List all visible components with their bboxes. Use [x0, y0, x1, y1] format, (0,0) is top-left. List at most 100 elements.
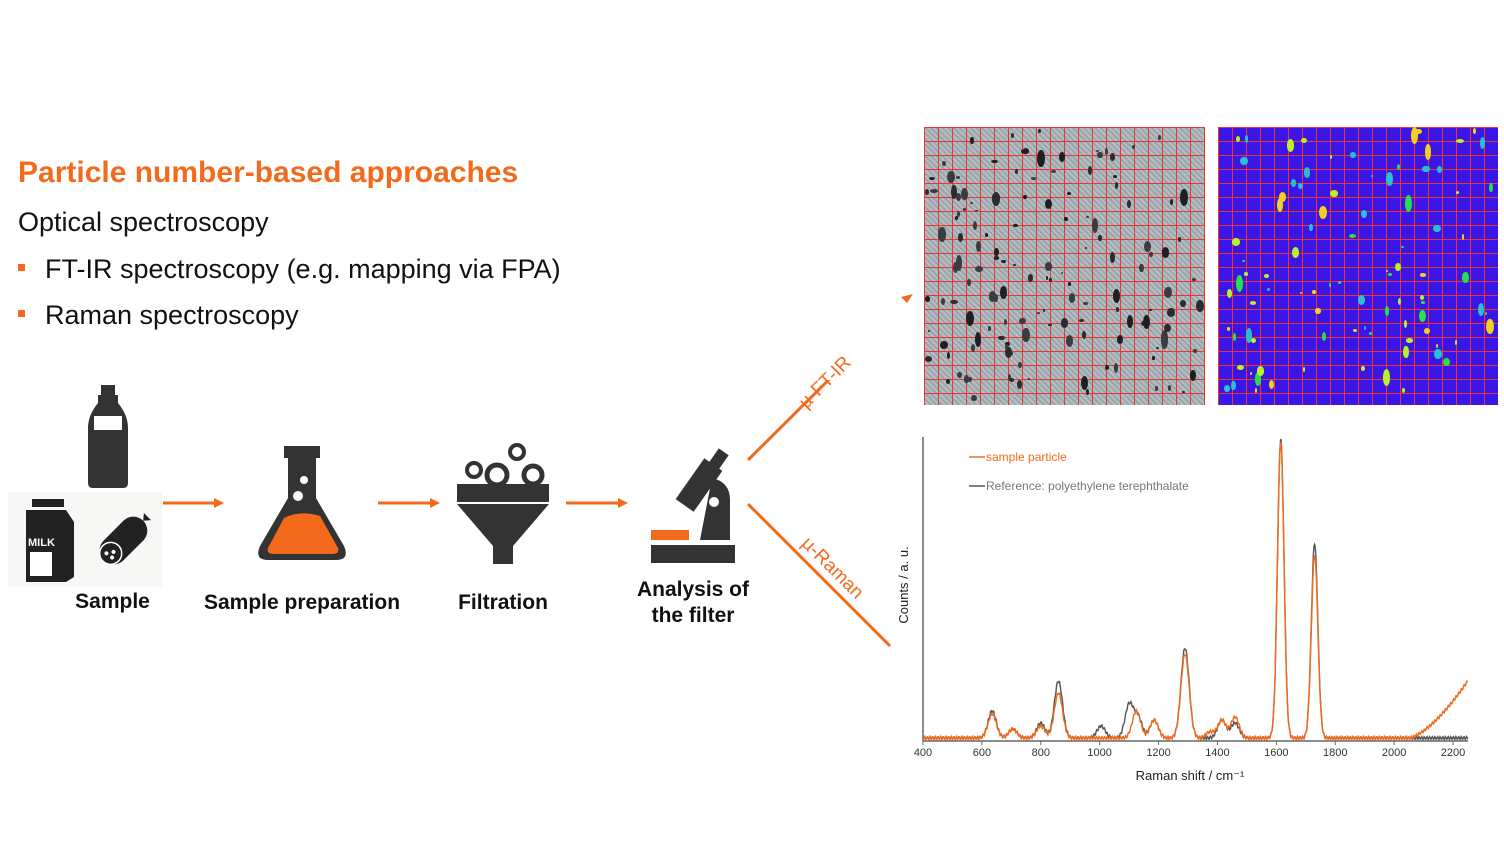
particle [1051, 169, 1057, 173]
particle [1226, 289, 1233, 298]
particle [1403, 345, 1409, 359]
step-label-filtration: Filtration [458, 591, 548, 614]
particle [1405, 338, 1413, 343]
particle [1007, 373, 1012, 381]
x-tick-label: 2200 [1441, 747, 1465, 759]
particle [1164, 324, 1171, 333]
particle [970, 343, 976, 353]
particle [1250, 301, 1257, 305]
particle [1192, 348, 1197, 354]
raman-spectrum-chart: 400 600 800 1000 1200 1400 1600 1800 2000 2200 sa… [896, 437, 1469, 783]
particle [1231, 380, 1236, 390]
particle [1085, 246, 1088, 250]
particle [1044, 198, 1052, 209]
particle [1243, 271, 1249, 276]
particle [1384, 305, 1390, 316]
particle [1013, 264, 1016, 266]
particle [975, 265, 983, 272]
particle [1179, 300, 1187, 308]
particle [1419, 294, 1424, 300]
particle [1155, 386, 1158, 391]
x-tick-label: 1000 [1087, 747, 1111, 759]
particle [1301, 138, 1307, 144]
particle [1067, 281, 1072, 286]
particle [1240, 157, 1248, 165]
particle [1013, 224, 1019, 228]
ftir-visual-image [924, 127, 1205, 405]
ftir-chemical-map-image [1218, 127, 1498, 405]
particle [1082, 331, 1087, 339]
particle [1263, 274, 1269, 278]
particle [992, 192, 1001, 207]
particle [1348, 233, 1356, 238]
particle [1080, 375, 1088, 390]
particle [1387, 272, 1392, 276]
legend-sample: sample particle [986, 450, 1067, 464]
particle [1156, 346, 1160, 349]
particle [1360, 366, 1365, 371]
particle [1302, 367, 1305, 372]
particle [967, 279, 971, 286]
particle [1232, 333, 1237, 341]
particle [1083, 301, 1088, 305]
particle [956, 211, 961, 218]
bullet-text: FT-IR spectroscopy (e.g. mapping via FPA… [45, 254, 561, 284]
particle [1364, 326, 1367, 331]
particle [1087, 165, 1092, 176]
particle [1472, 127, 1477, 134]
particle [966, 311, 975, 326]
particle [1286, 139, 1295, 152]
particle [927, 330, 931, 332]
particle [1114, 181, 1118, 189]
particle [1360, 209, 1367, 218]
particle [1318, 205, 1327, 219]
particle [1110, 152, 1115, 161]
particle [930, 188, 939, 193]
particle [1098, 234, 1102, 242]
x-tick-label: 1200 [1146, 747, 1170, 759]
particle [1085, 389, 1089, 395]
particle [1254, 387, 1258, 394]
particle [1292, 246, 1299, 258]
particle [1486, 319, 1494, 335]
x-tick-label: 800 [1032, 747, 1050, 759]
slide-subtitle: Optical spectroscopy [18, 207, 269, 237]
bullet-square-icon [18, 264, 25, 272]
particle [1152, 356, 1155, 360]
particle [1402, 388, 1406, 394]
particle [1461, 233, 1465, 240]
particle [957, 371, 963, 379]
particle [1020, 149, 1029, 155]
particle [1044, 261, 1053, 271]
particle [1227, 327, 1231, 331]
bullet-ftir: FT-IR spectroscopy (e.g. mapping via FPA… [18, 254, 561, 285]
particle [1370, 175, 1374, 178]
workflow-diagram: MILK [8, 380, 892, 648]
particle [1235, 136, 1240, 143]
particle [1329, 154, 1333, 159]
particle [1299, 291, 1302, 295]
particle [941, 298, 946, 306]
particle [1395, 262, 1402, 272]
bullet-raman: Raman spectroscopy [18, 300, 299, 331]
x-tick-label: 1800 [1323, 747, 1347, 759]
particle [962, 207, 967, 211]
particle [1419, 309, 1427, 323]
particle [1245, 328, 1253, 344]
particle [964, 374, 970, 384]
particle [1424, 327, 1431, 334]
particle [1385, 171, 1394, 187]
particle [1269, 379, 1275, 389]
funnel-icon [457, 443, 549, 564]
particle [1279, 192, 1287, 202]
particle [1232, 238, 1240, 246]
particle [1436, 166, 1442, 174]
series-line-sample [922, 441, 1469, 742]
particle [998, 335, 1005, 341]
particle [1255, 371, 1262, 386]
particle [1065, 334, 1074, 347]
particle [1421, 301, 1425, 304]
particle [1095, 150, 1099, 152]
particle [924, 355, 933, 362]
particle [1196, 299, 1204, 312]
